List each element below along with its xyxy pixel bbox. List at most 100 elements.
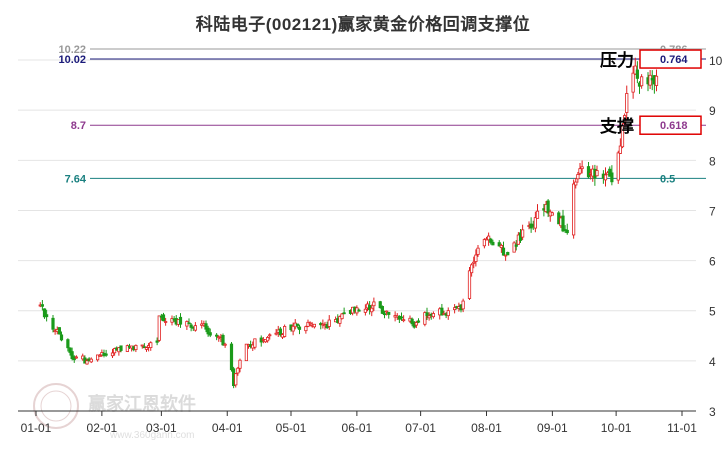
candle-body <box>134 344 138 350</box>
y-tick-label: 7 <box>709 204 716 218</box>
candle-body <box>278 328 282 336</box>
candle-body <box>512 242 516 253</box>
candle-body <box>66 339 70 349</box>
candle-body <box>472 261 476 264</box>
candle-body <box>654 75 659 86</box>
candle-body <box>504 254 508 257</box>
candle-body <box>178 316 183 325</box>
candle-body <box>572 183 576 236</box>
candle-body <box>295 323 299 326</box>
y-tick-label: 3 <box>709 405 716 419</box>
candle-body <box>561 215 565 232</box>
y-tick-label: 9 <box>709 104 716 118</box>
level-price-label: 8.7 <box>71 120 86 132</box>
level-price-label: 7.64 <box>65 173 87 185</box>
candle-body <box>610 172 614 183</box>
level-ratio-box <box>639 49 702 69</box>
x-tick-label: 02-01 <box>87 421 118 435</box>
candle-body <box>193 325 197 331</box>
candle-body <box>342 312 346 315</box>
candle-body <box>338 316 342 324</box>
candle-body <box>387 311 391 315</box>
candle-body <box>565 229 569 234</box>
candle-body <box>308 322 312 325</box>
candle-body <box>578 168 582 174</box>
x-tick-label: 04-01 <box>212 421 243 435</box>
candle-body <box>491 241 495 246</box>
watermark-logo-inner <box>40 390 72 422</box>
candle-body <box>40 304 44 307</box>
candle-body <box>297 326 302 330</box>
candle-body <box>487 235 491 241</box>
candle-body <box>402 319 406 322</box>
candle-body <box>223 343 227 346</box>
candle-body <box>164 321 168 323</box>
candle-body <box>312 323 316 328</box>
annotation-label: 支撑 <box>600 116 634 136</box>
x-tick-label: 11-01 <box>667 421 697 435</box>
candle-body <box>51 317 55 330</box>
candle-body <box>306 321 310 327</box>
y-tick-label: 10 <box>709 54 723 68</box>
candle-body <box>625 93 629 113</box>
candle-body <box>546 200 550 214</box>
candle-body <box>603 174 608 181</box>
candle-body <box>446 310 450 317</box>
candle-body <box>482 239 486 247</box>
candle-body <box>576 174 580 180</box>
candle-body <box>274 332 278 335</box>
candle-body <box>616 152 620 181</box>
candle-body <box>304 326 308 332</box>
candle-body <box>42 308 47 318</box>
candle-body <box>631 72 635 93</box>
candle-body <box>291 325 295 332</box>
candle-body <box>372 301 376 307</box>
candle-body <box>506 251 510 256</box>
candle-body <box>431 313 435 318</box>
candle-body <box>81 355 85 360</box>
candle-body <box>423 312 427 325</box>
level-ratio-label: 0.5 <box>660 173 675 185</box>
x-tick-label: 07-01 <box>405 421 436 435</box>
candle-body <box>57 327 61 335</box>
candle-body <box>410 318 414 325</box>
candle-body <box>427 315 431 319</box>
candle-body <box>474 254 478 262</box>
candle-body <box>453 307 457 310</box>
x-tick-label: 06-01 <box>342 421 373 435</box>
candle-body <box>244 343 248 362</box>
candle-body <box>85 360 89 365</box>
candle-body <box>189 324 193 328</box>
candle-body <box>461 300 465 310</box>
y-tick-label: 4 <box>709 355 716 369</box>
candle-body <box>382 313 387 316</box>
candle-body <box>620 125 625 148</box>
level-ratio-label: 0.764 <box>660 54 688 66</box>
candle-body <box>229 343 234 371</box>
y-tick-label: 8 <box>709 154 716 168</box>
candle-body <box>187 322 191 325</box>
watermark-site: www.360gann.com <box>109 430 195 441</box>
candle-body <box>208 332 212 336</box>
y-tick-label: 5 <box>709 305 716 319</box>
candle-body <box>104 353 108 356</box>
level-ratio-label: 0.618 <box>660 120 688 132</box>
candle-body <box>144 347 149 350</box>
candle-body <box>380 305 384 314</box>
x-tick-label: 09-01 <box>537 421 568 435</box>
watermark-text: 赢家江恩软件 <box>88 393 196 415</box>
candle-body <box>533 217 537 229</box>
candle-body <box>266 337 270 342</box>
candle-body <box>586 166 591 178</box>
candle-body <box>149 342 153 349</box>
candle-body <box>70 351 74 360</box>
candle-body <box>414 322 418 326</box>
candle-body <box>119 345 123 351</box>
candle-body <box>550 212 554 216</box>
chart-title: 科陆电子(002121)赢家黄金价格回调支撑位 <box>195 15 531 34</box>
candle-body <box>370 307 374 313</box>
candle-body <box>385 310 389 313</box>
candles <box>38 57 659 389</box>
